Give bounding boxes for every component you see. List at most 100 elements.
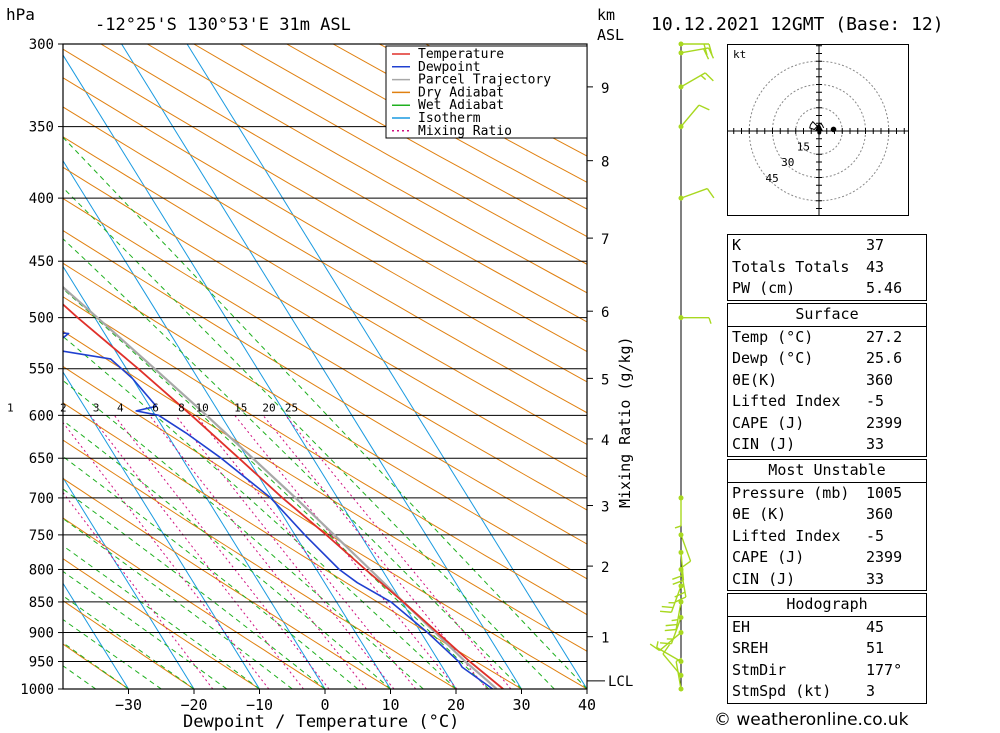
parcel-trajectory <box>63 285 498 689</box>
pw-label: PW (cm) <box>732 279 796 297</box>
mu-row: Pressure (mb) 1005 <box>728 483 926 505</box>
pressure-label: 650 <box>29 451 54 467</box>
wet-adiabat-line <box>63 238 522 689</box>
surface-row: CAPE (J) 2399 <box>728 413 926 435</box>
dry-adiabat-line <box>63 365 587 689</box>
wind-barb-half <box>671 618 678 622</box>
isotherm-line <box>63 371 260 689</box>
km-tick-label: 1 <box>601 631 609 647</box>
mu-row: θE (K) 360 <box>728 504 926 526</box>
row-label: Temp (°C) <box>732 327 814 346</box>
legend-entry: Isotherm <box>418 111 481 126</box>
surface-table: Surface Temp (°C) 27.2 Dewp (°C) 25.6 θE(K… <box>727 303 927 457</box>
legend-box <box>385 45 588 139</box>
pressure-label: 800 <box>29 562 54 578</box>
km-label: km <box>597 6 615 24</box>
km-tick-label: 3 <box>601 500 609 516</box>
legend-entry: Parcel Trajectory <box>418 73 551 88</box>
mixing-ratio-label: 8 <box>178 401 185 414</box>
pressure-label: 750 <box>29 528 54 544</box>
x-tick-label: 0 <box>320 696 329 714</box>
row-label: θE(K) <box>732 370 778 389</box>
wind-barb-flag <box>674 591 686 598</box>
surface-row: CIN (J) 33 <box>728 434 926 456</box>
mu-row: Lifted Index -5 <box>728 526 926 548</box>
storm-motion-marker <box>815 123 823 131</box>
wind-barb-flag <box>703 43 708 56</box>
row-label: CIN (J) <box>732 435 796 453</box>
mixing-ratio-label: 6 <box>152 401 159 414</box>
wind-barb-flag <box>672 579 684 585</box>
mixing-ratio-label: 2 <box>60 401 67 414</box>
wind-barb-half <box>656 641 659 648</box>
hodo-row: SREH 51 <box>728 638 926 660</box>
row-value: 33 <box>866 435 885 453</box>
index-row: PW (cm) 5.46 <box>728 278 926 300</box>
wet-adiabat-line <box>63 187 555 689</box>
wind-barb-staff <box>680 534 692 562</box>
pressure-label: 400 <box>29 191 54 207</box>
asl-label: ASL <box>597 26 624 44</box>
dry-adiabat-line <box>100 44 587 323</box>
pressure-label: 700 <box>29 491 54 507</box>
wind-barb-staff <box>680 104 700 128</box>
dry-adiabat-line <box>63 330 587 652</box>
wet-adiabat-line <box>63 419 391 689</box>
row-value: 51 <box>866 639 885 657</box>
wet-adiabat-line <box>63 618 162 689</box>
storm-motion-point <box>817 130 822 135</box>
mixing-ratio-line <box>113 414 330 689</box>
isotherm-line <box>63 265 326 689</box>
row-label: StmSpd (kt) <box>732 682 832 700</box>
row-value: 360 <box>866 370 894 389</box>
wet-adiabat-line <box>63 642 129 689</box>
wet-adiabat-line <box>63 545 260 689</box>
hodo-row: EH 45 <box>728 617 926 639</box>
location-title: -12°25'S 130°53'E 31m ASL <box>95 15 351 35</box>
pressure-label: 350 <box>29 120 54 136</box>
row-label: Dewp (°C) <box>732 349 814 367</box>
mixing-ratio-line <box>262 414 488 689</box>
wind-barb-flag <box>660 610 672 613</box>
mu-row: CIN (J) 33 <box>728 569 926 591</box>
pw-value: 5.46 <box>866 279 903 297</box>
wind-barb-flag <box>708 43 713 56</box>
x-tick-label: 20 <box>447 696 465 714</box>
row-label: EH <box>732 617 751 636</box>
dry-adiabat-line <box>63 402 522 689</box>
row-value: 1005 <box>866 483 903 502</box>
wind-barb-flag <box>661 605 674 609</box>
row-label: CIN (J) <box>732 569 796 588</box>
isotherm-line <box>121 44 522 689</box>
x-tick-label: 10 <box>381 696 399 714</box>
temperature-profile <box>63 303 504 689</box>
wind-barb-flag <box>704 72 714 82</box>
surface-row: Dewp (°C) 25.6 <box>728 348 926 370</box>
wind-barb-staff <box>662 653 682 676</box>
wet-adiabat-line <box>63 517 293 689</box>
legend-entry: Dewpoint <box>418 60 481 75</box>
row-label: Lifted Index <box>732 526 841 545</box>
hodograph-panel: kt 15 30 45 <box>725 37 913 225</box>
indices-table: K 37 Totals Totals 43 PW (cm) 5.46 <box>727 234 927 301</box>
legend-entry: Dry Adiabat <box>418 85 504 100</box>
mixing-ratio-label: 3 <box>93 401 100 414</box>
legend-entry: Wet Adiabat <box>418 98 504 113</box>
isotherm-line <box>186 44 587 689</box>
dry-adiabat-line <box>63 643 129 689</box>
credit-link[interactable]: © weatheronline.co.uk <box>714 710 909 730</box>
k-value: 37 <box>866 236 885 254</box>
hodograph-ring-label: 30 <box>781 156 794 169</box>
isotherm-line <box>63 54 457 689</box>
mixing-ratio-label: 15 <box>234 401 247 414</box>
row-value: 45 <box>866 617 885 636</box>
wind-barb-flag <box>660 642 672 645</box>
x-tick-label: −10 <box>246 696 273 714</box>
x-tick-label: 30 <box>512 696 530 714</box>
row-label: CAPE (J) <box>732 548 805 566</box>
row-value: 2399 <box>866 548 903 566</box>
wind-barb-flag <box>665 623 678 627</box>
dry-adiabat-line <box>63 48 587 353</box>
surface-row: θE(K) 360 <box>728 370 926 392</box>
